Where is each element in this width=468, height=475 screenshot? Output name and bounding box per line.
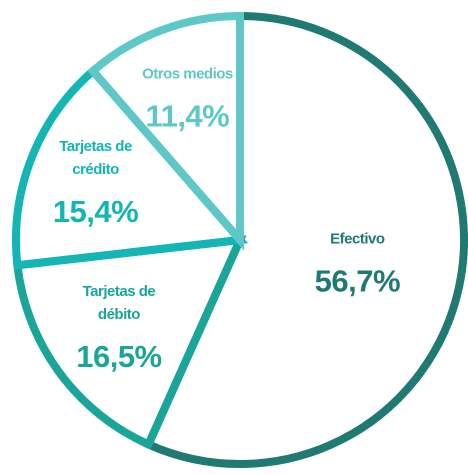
value-label: 11,4% bbox=[145, 98, 230, 134]
slice-label: Tarjetas de débito 16,5% bbox=[64, 280, 174, 378]
slice-label: Tarjetas de crédito 15,4% bbox=[41, 135, 151, 233]
pie-slice bbox=[143, 11, 468, 468]
pie-slice bbox=[12, 65, 249, 270]
category-label: Otros medios bbox=[142, 65, 233, 83]
category-label: Tarjetas de crédito bbox=[59, 137, 132, 178]
slice-label: Otros medios 11,4% bbox=[132, 62, 242, 137]
value-label: 15,4% bbox=[52, 193, 139, 229]
value-label: 16,5% bbox=[76, 338, 162, 374]
category-label: Efectivo bbox=[330, 230, 385, 248]
pie-slice bbox=[87, 11, 244, 251]
category-label: Tarjetas de débito bbox=[82, 282, 156, 323]
value-label: 56,7% bbox=[314, 263, 401, 299]
pie-slice bbox=[13, 235, 247, 450]
slice-label: Efectivo 56,7% bbox=[302, 228, 412, 303]
